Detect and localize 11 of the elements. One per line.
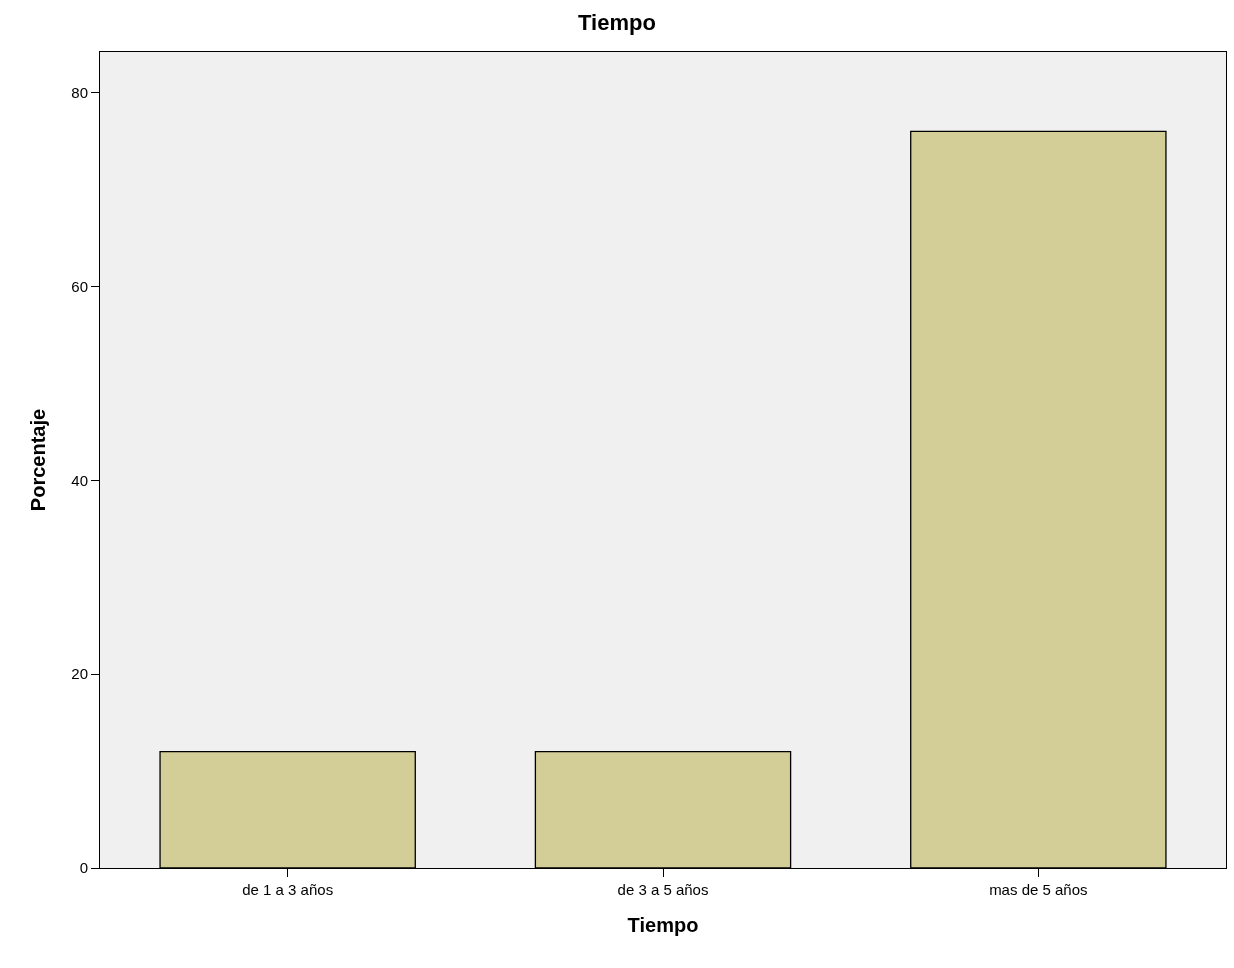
y-tick-label: 0 bbox=[79, 859, 88, 877]
x-tick-label: de 1 a 3 años bbox=[242, 881, 334, 898]
y-tick-label: 40 bbox=[71, 471, 88, 489]
x-tick-label: mas de 5 años bbox=[989, 881, 1088, 898]
y-tick-label: 60 bbox=[71, 277, 88, 295]
x-axis-title: Tiempo bbox=[627, 913, 699, 936]
y-axis-title: Porcentaje bbox=[26, 408, 49, 512]
x-tick-label: de 3 a 5 años bbox=[617, 881, 709, 898]
y-tick-label: 80 bbox=[71, 83, 88, 101]
y-tick-label: 20 bbox=[71, 665, 88, 683]
chart-title: Tiempo bbox=[578, 9, 656, 35]
